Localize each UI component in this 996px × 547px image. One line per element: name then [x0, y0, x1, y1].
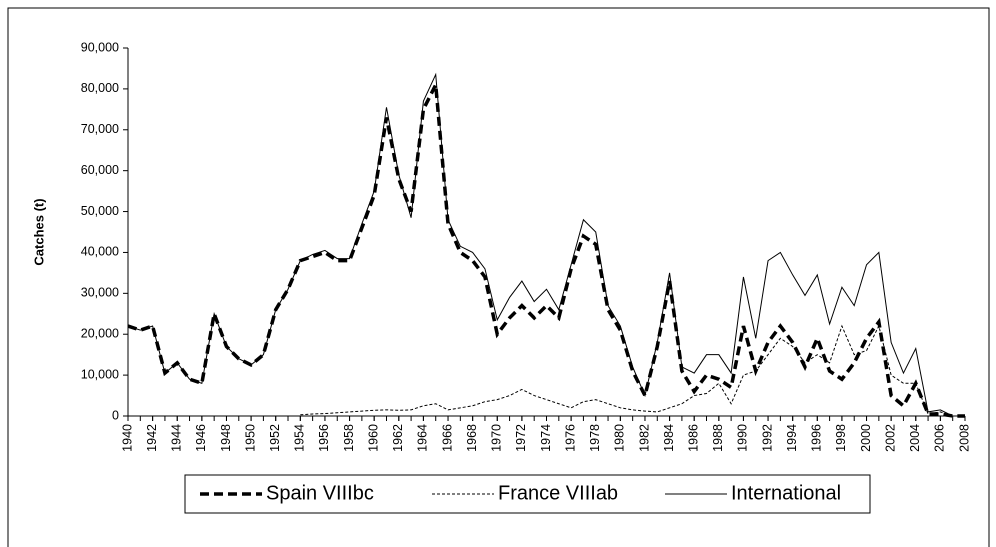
x-tick-label: 1978 — [588, 424, 602, 452]
x-tick-label: 1976 — [563, 424, 577, 452]
y-tick-label: 40,000 — [81, 245, 119, 259]
x-tick-label: 2006 — [933, 424, 947, 452]
legend-label: France VIIIab — [498, 482, 618, 504]
legend-box — [184, 474, 871, 514]
y-axis-label: Catches (t) — [31, 198, 46, 265]
series-line — [127, 72, 965, 417]
x-tick-label: 1996 — [810, 424, 824, 452]
x-tick-label: 1986 — [687, 424, 701, 452]
x-tick-label: 1980 — [613, 424, 627, 452]
y-tick-label: 0 — [112, 408, 119, 422]
x-tick-label: 1988 — [711, 424, 725, 452]
x-tick-label: 1998 — [834, 424, 848, 452]
series-line — [300, 324, 965, 417]
chart-frame — [7, 7, 990, 547]
x-tick-label: 1972 — [514, 424, 528, 452]
x-tick-label: 2000 — [859, 424, 873, 452]
y-tick-label: 70,000 — [81, 122, 119, 136]
x-tick-label: 1940 — [120, 424, 134, 452]
x-tick-label: 2002 — [883, 424, 897, 452]
legend-label: International — [731, 482, 841, 504]
x-tick-label: 1970 — [490, 424, 504, 452]
x-tick-label: 1944 — [170, 424, 184, 452]
x-tick-label: 1962 — [391, 424, 405, 452]
x-tick-label: 1984 — [662, 424, 676, 452]
x-tick-label: 1982 — [637, 424, 651, 452]
legend-label: Spain VIIIbc — [266, 482, 374, 504]
x-tick-label: 1948 — [219, 424, 233, 452]
x-tick-label: 1992 — [760, 424, 774, 452]
x-tick-label: 1954 — [293, 424, 307, 452]
x-tick-label: 1942 — [145, 424, 159, 452]
x-tick-label: 1966 — [440, 424, 454, 452]
x-tick-label: 1960 — [366, 424, 380, 452]
x-tick-label: 1950 — [243, 424, 257, 452]
x-tick-label: 1990 — [736, 424, 750, 452]
x-tick-label: 1994 — [785, 424, 799, 452]
series-line — [127, 78, 965, 418]
y-tick-label: 50,000 — [81, 204, 119, 218]
x-tick-label: 1974 — [539, 424, 553, 452]
x-tick-label: 1968 — [465, 424, 479, 452]
y-tick-label: 10,000 — [81, 367, 119, 381]
x-tick-label: 2004 — [908, 424, 922, 452]
y-tick-label: 30,000 — [81, 286, 119, 300]
x-tick-label: 1946 — [194, 424, 208, 452]
y-tick-label: 80,000 — [81, 81, 119, 95]
x-tick-label: 1964 — [416, 424, 430, 452]
x-tick-label: 1958 — [342, 424, 356, 452]
x-tick-label: 2008 — [957, 424, 971, 452]
x-tick-label: 1956 — [317, 424, 331, 452]
y-tick-label: 60,000 — [81, 163, 119, 177]
y-tick-label: 20,000 — [81, 327, 119, 341]
x-tick-label: 1952 — [268, 424, 282, 452]
y-tick-label: 90,000 — [81, 40, 119, 54]
